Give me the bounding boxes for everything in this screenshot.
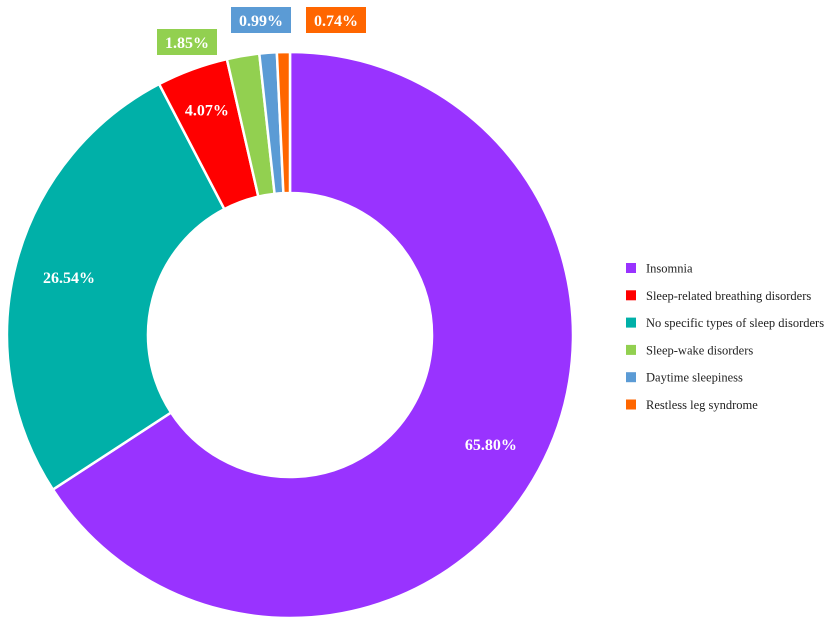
label-insomnia: 65.80% [465, 437, 517, 454]
label-box-sleep-wake-disorders [157, 29, 217, 55]
legend-label-no-specific-types-of-sleep-disorders: No specific types of sleep disorders [646, 316, 824, 330]
slice-labels: 65.80% 26.54% 4.07% 1.85% 0.99% 0.74% [43, 7, 517, 454]
label-box-restless-leg-syndrome [306, 7, 366, 33]
slice-no-specific-types-of-sleep-disorders [5, 82, 227, 492]
label-box-daytime-sleepiness [231, 7, 291, 33]
legend-swatch-insomnia [626, 263, 636, 273]
slice-insomnia [51, 50, 575, 620]
label-daytime-sleepiness: 0.99% [239, 13, 283, 30]
legend-label-sleep-related-breathing-disorders: Sleep-related breathing disorders [646, 289, 811, 303]
legend-swatch-sleep-wake-disorders [626, 344, 636, 355]
legend-label-daytime-sleepiness: Daytime sleepiness [646, 371, 743, 385]
legend-label-insomnia: Insomnia [646, 262, 693, 276]
label-restless-leg-syndrome: 0.74% [314, 13, 358, 30]
legend-swatch-sleep-related-breathing-disorders [626, 290, 636, 301]
legend: Insomnia Sleep-related breathing disorder… [626, 262, 824, 412]
legend-swatch-no-specific-types-of-sleep-disorders [626, 317, 636, 328]
label-sleep-wake-disorders: 1.85% [165, 35, 209, 52]
legend-label-sleep-wake-disorders: Sleep-wake disorders [646, 343, 753, 357]
label-no-specific-types-of-sleep-disorders: 26.54% [43, 270, 95, 287]
legend-swatch-daytime-sleepiness [626, 372, 636, 383]
slice-restless-leg-syndrome [275, 50, 292, 195]
donut-slices [5, 50, 575, 620]
legend-swatch-restless-leg-syndrome [626, 399, 636, 410]
label-sleep-related-breathing-disorders: 4.07% [185, 102, 229, 119]
legend-label-restless-leg-syndrome: Restless leg syndrome [646, 398, 758, 412]
